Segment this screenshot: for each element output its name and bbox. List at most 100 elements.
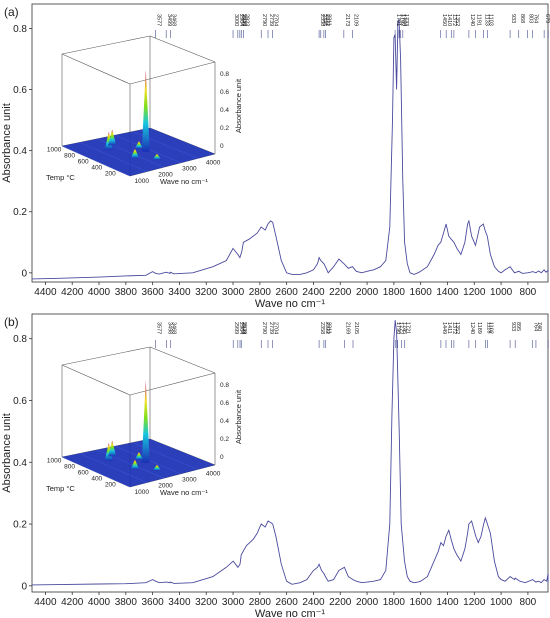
x-tick-label: 800 — [520, 287, 537, 298]
inset-y-tick-label: 600 — [78, 470, 89, 477]
peak-label: 3577 — [156, 14, 162, 26]
surface-peak — [134, 451, 143, 460]
peak-label: 1790 — [395, 322, 401, 334]
inset-y-tick-label: 400 — [91, 165, 102, 172]
inset-3d-plot: 0 0.2 0.4 0.6 0.8 Absorbance unit 1000 2000 3000… — [46, 346, 243, 497]
plot-frame — [31, 3, 549, 283]
inset-x-tick-label: 2000 — [158, 483, 173, 490]
inset-y-tick-label: 1000 — [47, 458, 62, 465]
inset-edge — [129, 61, 216, 85]
peak-label: 1240 — [469, 322, 475, 334]
peak-label: 2739 — [268, 14, 274, 26]
y-tick-label: 0 — [21, 581, 27, 592]
x-tick-label: 3600 — [141, 597, 164, 608]
inset-y-tick-label: 800 — [64, 153, 75, 160]
x-tick-label: 2200 — [329, 597, 352, 608]
peak-label: 2345 — [321, 14, 327, 26]
inset-z-tick-label: 0.8 — [220, 71, 229, 78]
inset-x-tick-label: 4000 — [206, 159, 221, 166]
peak-label: 2939 — [241, 14, 247, 26]
x-tick-label: 1600 — [410, 597, 433, 608]
peak-label: 2109 — [352, 14, 358, 26]
inset-y-axis-label: Temp °C — [46, 484, 75, 493]
spectrum-line — [31, 320, 549, 586]
peak-label: 1733 — [403, 14, 409, 26]
y-tick-label: 0.4 — [13, 458, 27, 469]
peak-label: 1240 — [469, 14, 475, 26]
x-tick-label: 3200 — [195, 287, 218, 298]
peak-label: 1450 — [441, 14, 447, 26]
x-tick-label: 3800 — [115, 597, 138, 608]
inset-z-tick-label: 0.4 — [220, 418, 229, 425]
inset-x-tick-label: 3000 — [182, 165, 197, 172]
inset-y-tick-label: 200 — [105, 171, 116, 178]
x-tick-label: 1000 — [490, 287, 513, 298]
y-axis-label: Absorbance unit — [1, 103, 13, 183]
peak-label: 1449 — [441, 322, 447, 334]
peak-label: 2704 — [273, 14, 279, 26]
x-tick-label: 1200 — [463, 597, 486, 608]
peak-label: 1721 — [404, 322, 410, 334]
spectrum-line — [31, 19, 549, 280]
surface-gridline — [79, 142, 148, 172]
inset-x-axis-label: Wave no cm⁻¹ — [160, 177, 208, 186]
peak-label: 3577 — [156, 322, 162, 334]
peak-label: 1772 — [398, 322, 404, 334]
x-tick-label: 1400 — [436, 287, 459, 298]
peak-label: 1372 — [451, 322, 457, 334]
peak-label: 2322 — [324, 322, 330, 334]
x-tick-label: 1000 — [490, 597, 513, 608]
surface-peak — [153, 464, 161, 471]
peak-label: 1133 — [483, 14, 489, 26]
surface-gridline — [79, 453, 148, 483]
x-tick-label: 2000 — [356, 287, 379, 298]
peak-label: 3468 — [170, 322, 176, 334]
inset-z-tick-label: 0 — [220, 454, 224, 461]
surface-peak — [141, 380, 150, 463]
surface-peak — [130, 148, 139, 159]
peak-label: 2169 — [344, 322, 350, 334]
inset-x-axis-label: Wave no cm⁻¹ — [160, 488, 208, 497]
inset-z-tick-label: 0.2 — [220, 436, 229, 443]
x-tick-label: 2200 — [329, 287, 352, 298]
panel-label: (b) — [4, 315, 19, 329]
surface-gridline — [61, 145, 131, 177]
x-tick-label: 2800 — [249, 597, 272, 608]
peak-label: 2948 — [240, 322, 246, 334]
y-tick-label: 0.2 — [13, 520, 27, 531]
x-tick-label: 2600 — [276, 287, 299, 298]
panel-b: (b)4400 4200 4000 3800 3600 3400 3200 3000 2800 2… — [1, 313, 550, 618]
peak-label: 2964 — [238, 322, 244, 334]
y-tick-label: 0.8 — [13, 334, 27, 345]
inset-z-tick-label: 0.6 — [220, 89, 229, 96]
peak-label: 1352 — [454, 14, 460, 26]
x-tick-label: 4200 — [61, 287, 84, 298]
inset-x-tick-label: 1000 — [135, 489, 150, 496]
surface-peak — [108, 129, 117, 146]
surface-peak — [153, 153, 161, 160]
x-tick-label: 3200 — [195, 597, 218, 608]
peak-label: 868 — [519, 14, 525, 23]
x-tick-label: 1600 — [410, 287, 433, 298]
surface-peak — [108, 440, 117, 457]
x-tick-label: 1400 — [436, 597, 459, 608]
peak-label: 3499 — [166, 14, 172, 26]
inset-edge — [61, 346, 151, 366]
peak-label: 764 — [533, 322, 539, 331]
peak-label: 3000 — [233, 14, 239, 26]
inset-edge — [149, 35, 216, 63]
peak-label: 1103 — [487, 14, 493, 26]
x-tick-label: 1200 — [463, 287, 486, 298]
inset-y-tick-label: 1000 — [47, 147, 62, 154]
inset-x-tick-label: 2000 — [158, 172, 173, 179]
peak-label: 1118 — [485, 322, 491, 333]
peak-label: 2105 — [353, 322, 359, 334]
x-tick-label: 2000 — [356, 597, 379, 608]
x-tick-label: 2800 — [249, 287, 272, 298]
inset-z-tick-label: 0.8 — [220, 382, 229, 389]
surface-peak — [141, 69, 150, 152]
peak-label: 803 — [527, 14, 533, 23]
y-axis-label: Absorbance unit — [1, 413, 13, 493]
inset-edge — [149, 346, 216, 374]
